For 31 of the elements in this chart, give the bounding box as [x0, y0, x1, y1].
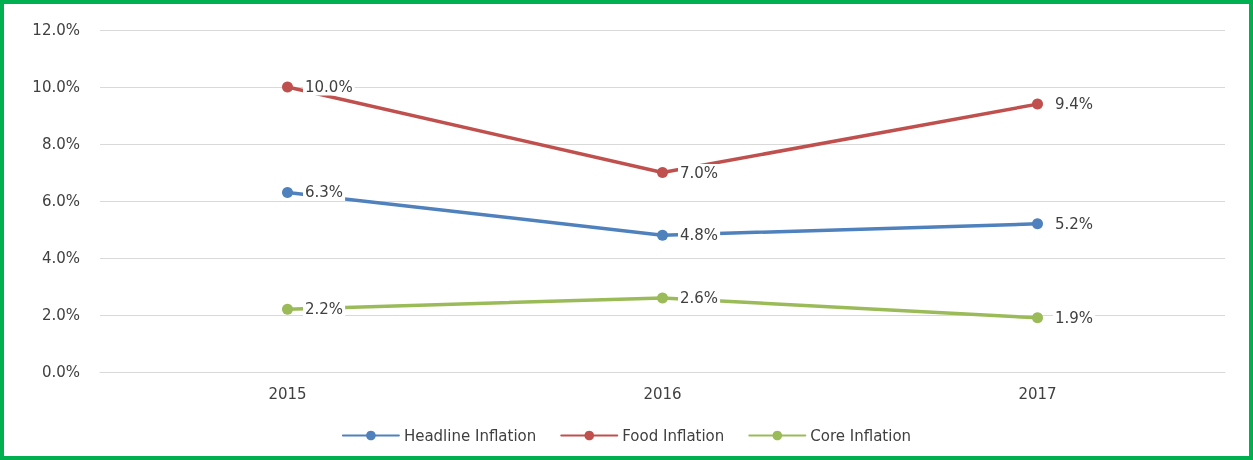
point [282, 186, 293, 198]
data-label: 2.2% [305, 300, 344, 319]
data-label: 9.4% [1055, 95, 1094, 114]
x-tick-label: 2017 [1018, 384, 1057, 403]
data-label: 6.3% [305, 183, 344, 202]
point [282, 81, 293, 93]
legend-label: Core Inflation [810, 426, 912, 445]
x-tick-label: 2016 [643, 384, 682, 403]
y-tick-label: 4.0% [41, 249, 80, 267]
y-tick-label: 10.0% [32, 78, 80, 96]
point [1032, 312, 1043, 324]
y-tick-label: 6.0% [41, 192, 80, 210]
data-label: 2.6% [680, 288, 719, 307]
data-label: 10.0% [305, 78, 353, 96]
x-tick-label: 2015 [268, 384, 307, 403]
point [282, 303, 293, 315]
point [1032, 218, 1043, 230]
data-label: 7.0% [680, 163, 719, 182]
data-label: 1.9% [1055, 308, 1094, 327]
point [657, 292, 668, 304]
y-tick-label: 12.0% [32, 21, 80, 39]
data-label: 5.2% [1055, 214, 1094, 233]
y-tick-label: 8.0% [41, 135, 80, 153]
point [1032, 98, 1043, 110]
legend-label: Food Inflation [622, 426, 725, 445]
data-label: 4.8% [680, 226, 719, 245]
legend-label: Headline Inflation [403, 426, 537, 445]
y-tick-label: 0.0% [41, 363, 80, 381]
y-tick-label: 2.0% [41, 306, 80, 324]
point [657, 167, 668, 178]
point [657, 229, 668, 241]
